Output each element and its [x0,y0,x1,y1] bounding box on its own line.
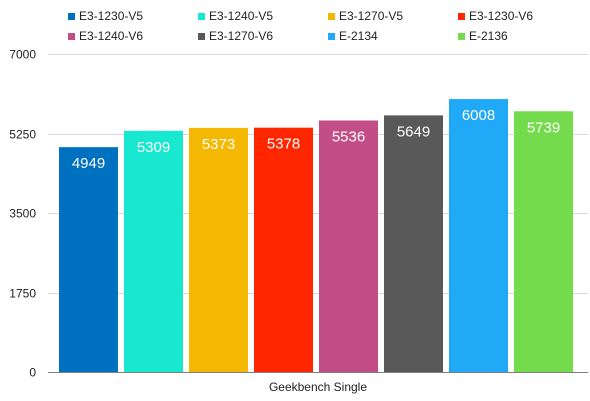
bar-e3-1240-v6 [319,120,378,372]
data-label: 5536 [332,129,365,146]
legend-label: E3-1270-V5 [339,9,404,23]
legend-row: E3-1230-V5 E3-1240-V5 E3-1270-V5 E3-1230-V6 [68,6,588,26]
legend-label: E3-1240-V6 [79,29,144,43]
legend-item: E-2136 [458,26,588,46]
legend-item: E-2134 [328,26,458,46]
y-tick-label: 5250 [9,128,36,142]
data-label: 5373 [202,136,235,153]
bar-e3-1230-v6 [254,127,313,372]
y-tick-label: 7000 [9,48,36,62]
data-label: 5649 [397,123,430,140]
legend-swatch [68,12,75,20]
legend-label: E3-1230-V6 [469,9,534,23]
legend-item: E3-1230-V6 [458,6,588,26]
legend-swatch [458,32,465,40]
legend-item: E3-1270-V5 [328,6,458,26]
legend-swatch [198,32,205,40]
bar-e-2136 [514,111,573,372]
data-label: 5739 [527,119,560,136]
legend-item: E3-1270-V6 [198,26,328,46]
legend-swatch [328,12,335,20]
bar-e-2134 [449,99,508,373]
bar-e3-1270-v6 [384,115,443,373]
data-label: 4949 [72,155,105,172]
legend-swatch [68,32,75,40]
legend-label: E-2134 [339,29,378,43]
y-tick-label: 1750 [9,287,36,301]
legend-swatch [328,32,335,40]
legend-label: E-2136 [469,29,508,43]
y-tick-label: 3500 [9,207,36,221]
legend-label: E3-1240-V5 [209,9,274,23]
legend-swatch [458,12,465,20]
y-tick-label: 0 [29,366,36,380]
data-label: 5378 [267,136,300,153]
legend-swatch [198,12,205,20]
legend-item: E3-1240-V5 [198,6,328,26]
legend-item: E3-1230-V5 [68,6,198,26]
x-category-label: Geekbench Single [269,380,367,394]
bar-e3-1270-v5 [189,127,248,372]
legend-row: E3-1240-V6 E3-1270-V6 E-2134 E-2136 [68,26,588,46]
data-label: 6008 [462,107,495,124]
bar-e3-1230-v5 [59,147,118,372]
legend-label: E3-1270-V6 [209,29,274,43]
legend: E3-1230-V5 E3-1240-V5 E3-1270-V5 E3-1230-V6… [68,6,588,46]
bar-e3-1240-v5 [124,130,183,372]
legend-label: E3-1230-V5 [79,9,144,23]
legend-item: E3-1240-V6 [68,26,198,46]
data-label: 5309 [137,139,170,156]
